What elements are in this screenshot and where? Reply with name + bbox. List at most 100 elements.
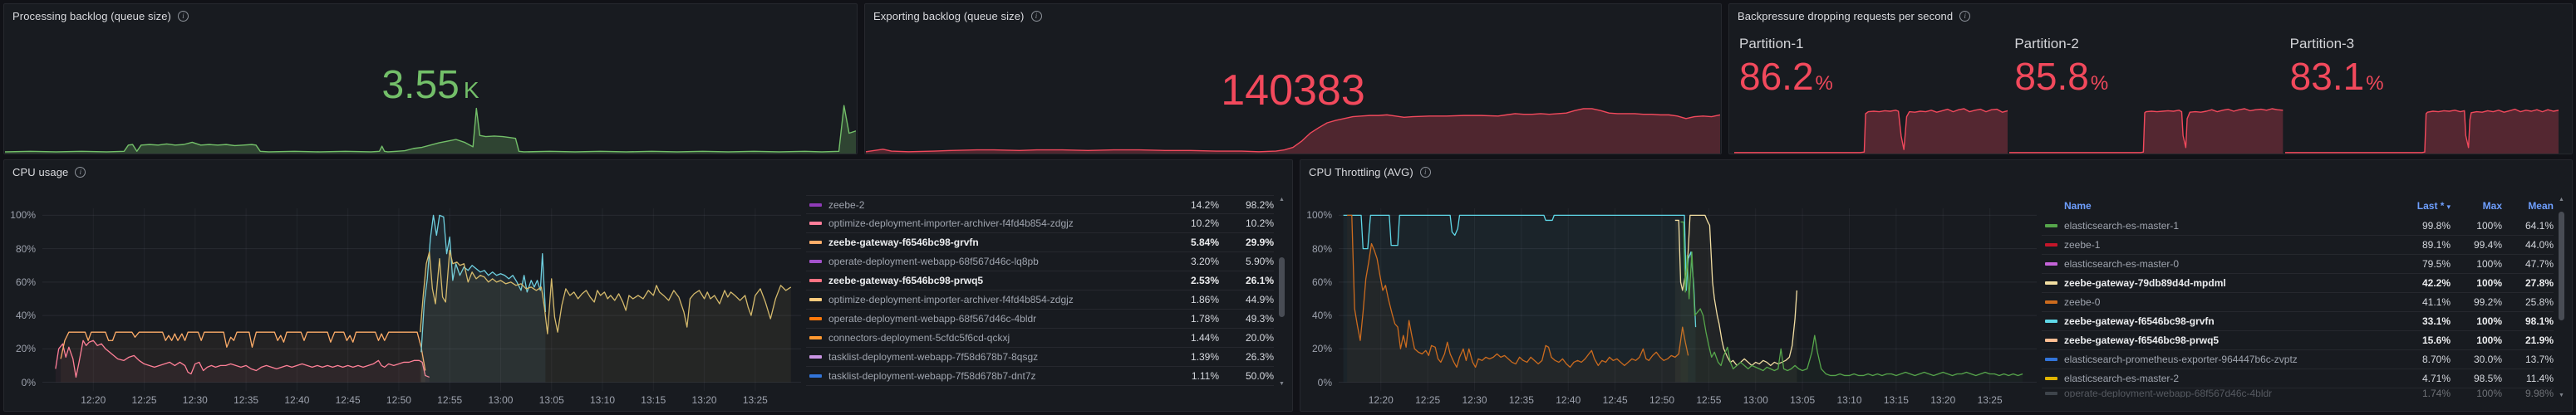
scrollbar-track[interactable] [1279, 204, 1285, 380]
series-name[interactable]: zeebe-0 [2064, 296, 2101, 308]
series-value: 13.7% [2524, 354, 2554, 365]
series-name[interactable]: zeebe-gateway-f6546bc98-prwq5 [2064, 334, 2220, 346]
x-tick-label: 13:10 [590, 394, 616, 406]
legend-row[interactable]: zeebe-gateway-f6546bc98-grvfn 33.1% 100% 98… [2042, 312, 2554, 331]
legend-row[interactable]: zeebe-0 41.1% 99.2% 25.8% [2042, 293, 2554, 312]
y-axis: 0% 20% 40% 60% 80% 100% [10, 208, 36, 391]
series-value: 21.9% [2524, 334, 2554, 346]
info-icon[interactable]: i [1419, 167, 1431, 178]
legend-row[interactable]: zeebe-1 89.1% 99.4% 44.0% [2042, 236, 2554, 255]
legend-header-max[interactable]: Max [2482, 200, 2502, 212]
cpu-throttling-legend: Name Last * ▾ Max Mean elasticsearch-es-maste… [2042, 195, 2565, 401]
series-value: 10.2% [1245, 217, 1274, 229]
legend-row[interactable]: elasticsearch-prometheus-exporter-964447… [2042, 350, 2554, 369]
bottom-panel-row: CPU usage i 0% 20% 40% 60% 80% 100% 12:20 12:2… [3, 159, 2573, 412]
legend-row[interactable]: operate-deployment-webapp-68f567d46c-4bl… [2042, 388, 2554, 398]
series-name[interactable]: tasklist-deployment-webapp-7f58d678b7-dn… [828, 370, 1036, 382]
series-name[interactable]: operate-deployment-webapp-68f567d46c-4bl… [2064, 388, 2273, 398]
panel-title[interactable]: CPU usage [12, 166, 69, 178]
scroll-down-icon[interactable]: ▼ [1279, 381, 1285, 387]
info-icon[interactable]: i [75, 167, 86, 178]
series-name[interactable]: connectors-deployment-5cfdc5f6cd-qckxj [828, 332, 1010, 344]
legend-row[interactable]: zeebe-2 14.2% 98.2% [806, 195, 1274, 214]
series-name[interactable]: zeebe-2 [828, 198, 865, 211]
series-value: 100% [2476, 220, 2502, 232]
cpu-usage-plot-area[interactable] [42, 208, 801, 391]
series-name[interactable]: zeebe-gateway-f6546bc98-grvfn [2064, 315, 2215, 327]
legend-row[interactable]: operate-deployment-webapp-68f567d46c-4bl… [806, 310, 1274, 329]
series-name[interactable]: zeebe-gateway-f6546bc98-prwq5 [828, 275, 984, 286]
scrollbar-thumb[interactable] [2559, 212, 2564, 321]
legend-header-mean[interactable]: Mean [2528, 200, 2554, 212]
x-axis: 12:20 12:25 12:30 12:35 12:40 12:45 12:50 12:55… [42, 393, 801, 408]
series-name[interactable]: zeebe-1 [2064, 239, 2101, 251]
series-name[interactable]: elasticsearch-es-master-0 [2064, 258, 2180, 270]
legend-header-name[interactable]: Name [2064, 200, 2092, 212]
series-name[interactable]: operate-deployment-webapp-68f567d46c-lq8… [828, 256, 1039, 267]
legend-row[interactable]: elasticsearch-es-master-0 79.5% 100% 47.7% [2042, 255, 2554, 274]
legend-scrollbar[interactable]: ▲ ▼ [2558, 197, 2565, 399]
series-color-swatch [2045, 320, 2057, 323]
scroll-up-icon[interactable]: ▲ [1279, 197, 1285, 203]
series-value: 100% [2476, 315, 2502, 327]
panel-title[interactable]: CPU Throttling (AVG) [1309, 166, 1413, 178]
y-tick-label: 20% [15, 343, 36, 355]
series-name[interactable]: operate-deployment-webapp-68f567d46c-4bl… [828, 313, 1037, 325]
legend-row[interactable]: zeebe-gateway-79db89d4d-mpdml 42.2% 100% 27… [2042, 274, 2554, 293]
series-name[interactable]: tasklist-deployment-webapp-7f58d678b7-8q… [828, 351, 1039, 363]
cpu-throttling-plot-area[interactable] [1339, 208, 2037, 391]
series-name[interactable]: zeebe-gateway-79db89d4d-mpdml [2064, 277, 2226, 289]
partition-stat: 83.1% [2290, 57, 2565, 95]
scroll-down-icon[interactable]: ▼ [2559, 393, 2564, 398]
scroll-up-icon[interactable]: ▲ [2559, 197, 2564, 203]
partition-column: Partition-3 83.1% [2284, 36, 2565, 154]
series-value: 99.8% [2421, 220, 2451, 232]
partition-stat: 85.8% [2014, 57, 2289, 95]
series-color-swatch [2045, 391, 2057, 395]
series-value: 15.6% [2421, 334, 2451, 346]
legend-row[interactable]: elasticsearch-es-master-1 99.8% 100% 64.1% [2042, 217, 2554, 236]
panel-header: Processing backlog (queue size) i [12, 10, 189, 22]
series-color-swatch [809, 374, 822, 378]
info-icon[interactable]: i [1959, 11, 1971, 22]
info-icon[interactable]: i [177, 11, 189, 22]
legend-row[interactable]: zeebe-gateway-f6546bc98-grvfn 5.84% 29.9% [806, 233, 1274, 252]
panel-title[interactable]: Processing backlog (queue size) [12, 10, 171, 22]
series-name[interactable]: elasticsearch-es-master-1 [2064, 220, 2180, 232]
series-color-swatch [809, 260, 822, 263]
legend-row[interactable]: tasklist-deployment-webapp-7f58d678b7-dn… [806, 367, 1274, 386]
series-name[interactable]: optimize-deployment-importer-archiver-f4… [828, 294, 1074, 305]
legend-header-last[interactable]: Last * ▾ [2416, 200, 2451, 212]
series-value: 100% [2476, 258, 2502, 270]
scrollbar-thumb[interactable] [1279, 256, 1285, 317]
x-tick-label: 12:55 [1696, 394, 1722, 406]
panel-title[interactable]: Exporting backlog (queue size) [873, 10, 1025, 22]
series-color-swatch [2045, 358, 2057, 361]
legend-row[interactable]: optimize-deployment-importer-archiver-f4… [806, 290, 1274, 310]
legend-row[interactable]: zeebe-gateway-f6546bc98-prwq5 2.53% 26.1% [806, 271, 1274, 290]
series-value: 98.1% [2524, 315, 2554, 327]
series-name[interactable]: elasticsearch-prometheus-exporter-964447… [2064, 354, 2298, 365]
x-tick-label: 12:50 [1649, 394, 1674, 406]
exporting-backlog-sparkline [866, 92, 1720, 154]
legend-row[interactable]: operate-deployment-webapp-68f567d46c-lq8… [806, 252, 1274, 271]
series-value: 41.1% [2421, 296, 2451, 308]
series-name[interactable]: optimize-deployment-importer-archiver-f4… [828, 217, 1074, 229]
scrollbar-track[interactable] [2559, 204, 2564, 392]
series-name[interactable]: zeebe-gateway-f6546bc98-grvfn [828, 237, 979, 248]
series-name[interactable]: elasticsearch-es-master-2 [2064, 373, 2180, 384]
stat-unit: K [463, 77, 479, 103]
legend-row[interactable]: connectors-deployment-5cfdc5f6cd-qckxj 1.… [806, 329, 1274, 348]
x-tick-label: 12:20 [1368, 394, 1394, 406]
info-icon[interactable]: i [1030, 11, 1042, 22]
legend-row[interactable]: optimize-deployment-importer-archiver-f4… [806, 214, 1274, 233]
panel-title[interactable]: Backpressure dropping requests per secon… [1738, 10, 1954, 22]
panel-exporting-backlog: Exporting backlog (queue size) i 140383 [864, 3, 1722, 154]
x-tick-label: 12:35 [234, 394, 259, 406]
legend-row[interactable]: elasticsearch-es-master-2 4.71% 98.5% 11.4% [2042, 369, 2554, 388]
y-tick-label: 0% [21, 376, 36, 388]
legend-row[interactable]: zeebe-gateway-f6546bc98-prwq5 15.6% 100% 21… [2042, 331, 2554, 350]
legend-scrollbar[interactable]: ▲ ▼ [1278, 197, 1286, 388]
legend-row[interactable]: tasklist-deployment-webapp-7f58d678b7-8q… [806, 348, 1274, 367]
panel-processing-backlog: Processing backlog (queue size) i 3.55 K [3, 3, 858, 154]
